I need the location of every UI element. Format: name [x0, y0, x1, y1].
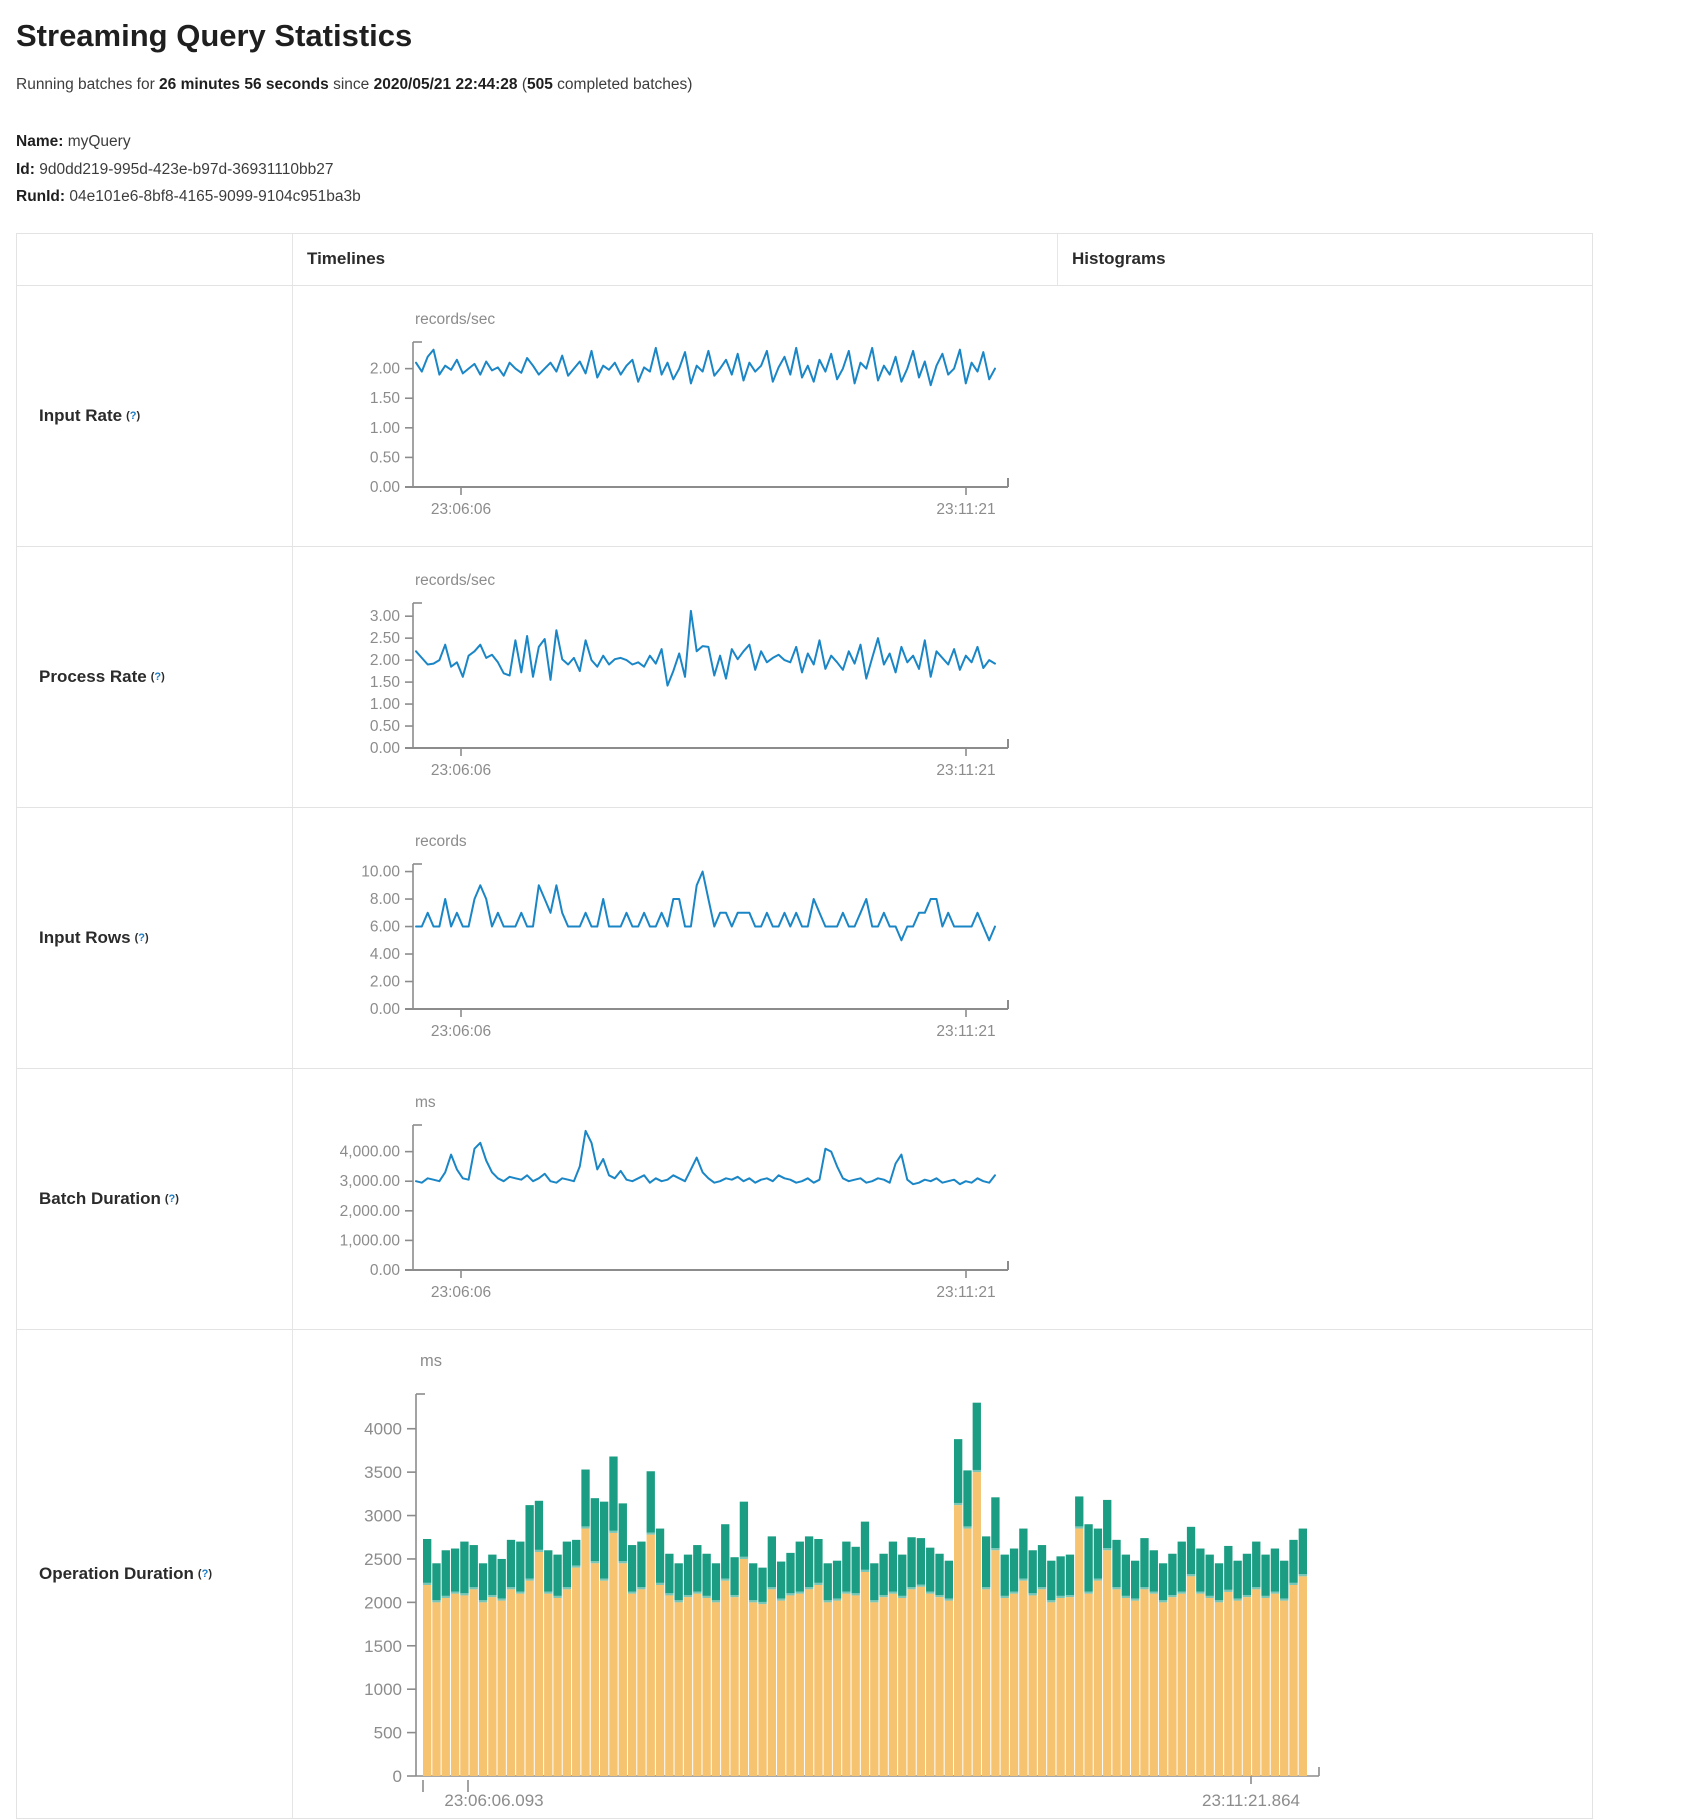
svg-text:3500: 3500 [364, 1463, 402, 1482]
query-id-label: Id: [16, 160, 35, 178]
summary-open-paren: ( [517, 76, 527, 93]
svg-text:4,000.00: 4,000.00 [340, 1143, 401, 1160]
svg-text:0.00: 0.00 [370, 740, 401, 757]
query-runid-row: RunId: 04e101e6-8bf8-4165-9099-9104c951b… [16, 183, 1677, 211]
svg-text:23:11:21: 23:11:21 [936, 762, 995, 779]
query-metadata: Name: myQuery Id: 9d0dd219-995d-423e-b97… [16, 128, 1677, 211]
svg-text:2.00: 2.00 [370, 360, 401, 377]
svg-text:23:06:06: 23:06:06 [431, 1284, 491, 1301]
page-title: Streaming Query Statistics [16, 18, 413, 53]
query-id-value: 9d0dd219-995d-423e-b97d-36931110bb27 [39, 160, 334, 178]
svg-text:6.00: 6.00 [370, 918, 401, 935]
operation-duration-chart-cell: ms 4000 3500 3000 2500 2000 1500 1000 500 0 23:06:… [293, 1330, 1693, 1818]
input-rate-row: Input Rate (?) records/sec 2.00 1.50 1.00 0.… [17, 285, 1592, 547]
svg-text:1.00: 1.00 [370, 419, 401, 436]
svg-text:3.00: 3.00 [370, 608, 401, 625]
query-runid-label: RunId: [16, 188, 66, 205]
query-runid-value: 04e101e6-8bf8-4165-9099-9104c951ba3b [69, 188, 361, 205]
operation-duration-stacked-chart: ms 4000 3500 3000 2500 2000 1500 1000 500 0 23:06:… [293, 1336, 1693, 1818]
svg-text:0.00: 0.00 [370, 479, 401, 496]
svg-text:1.50: 1.50 [370, 390, 401, 407]
svg-text:ms: ms [420, 1352, 442, 1370]
metric-label-text: Operation Duration [39, 1563, 194, 1583]
input-rows-timeline-chart: records 10.00 8.00 6.00 4.00 2.00 0.00 23:06:06… [293, 808, 1693, 1068]
svg-text:23:06:06: 23:06:06 [431, 501, 491, 518]
svg-text:1,000.00: 1,000.00 [340, 1232, 401, 1249]
batch-duration-help-icon[interactable]: (?) [164, 1192, 179, 1205]
svg-text:0.00: 0.00 [370, 1262, 401, 1279]
svg-text:0.00: 0.00 [370, 1001, 401, 1018]
svg-text:23:11:21: 23:11:21 [936, 1284, 995, 1301]
svg-text:23:11:21: 23:11:21 [936, 1023, 995, 1040]
running-batches-summary: Running batches for 26 minutes 56 second… [16, 76, 1677, 94]
batch-duration-label: Batch Duration (?) [17, 1068, 293, 1329]
metric-label-text: Input Rate [39, 405, 123, 425]
input-rate-help-icon[interactable]: (?) [126, 409, 141, 422]
query-name-label: Name: [16, 133, 64, 150]
svg-text:23:11:21.864: 23:11:21.864 [1202, 1791, 1300, 1810]
svg-text:23:11:21: 23:11:21 [936, 501, 995, 518]
svg-text:2.00: 2.00 [370, 973, 401, 990]
svg-text:1.50: 1.50 [370, 674, 401, 691]
start-timestamp: 2020/05/21 22:44:28 [373, 76, 518, 93]
query-name-value: myQuery [67, 133, 131, 150]
batch-duration-timeline-chart: ms 4,000.00 3,000.00 2,000.00 1,000.00 0.00 23… [293, 1069, 1693, 1329]
svg-text:1500: 1500 [364, 1636, 402, 1655]
input-rate-label: Input Rate (?) [17, 285, 293, 546]
query-name-row: Name: myQuery [16, 128, 1677, 156]
svg-text:records/sec: records/sec [415, 311, 495, 328]
svg-text:10.00: 10.00 [361, 863, 400, 880]
svg-text:0.50: 0.50 [370, 718, 401, 735]
metric-label-text: Process Rate [39, 666, 147, 686]
svg-text:ms: ms [415, 1094, 436, 1111]
histograms-column-header: Histograms [1072, 249, 1166, 268]
svg-text:23:06:06: 23:06:06 [431, 1023, 491, 1040]
svg-text:0.50: 0.50 [370, 449, 401, 466]
summary-mid: since [328, 76, 374, 93]
svg-text:2000: 2000 [364, 1593, 402, 1612]
completed-batches-count: 505 [526, 76, 553, 93]
operation-duration-label: Operation Duration (?) [17, 1329, 293, 1818]
process-rate-row: Process Rate (?) records/sec 3.00 2.50 2.00… [17, 546, 1592, 808]
svg-text:records: records [415, 833, 467, 850]
svg-text:23:06:06.093: 23:06:06.093 [444, 1791, 543, 1810]
process-rate-help-icon[interactable]: (?) [150, 670, 165, 683]
timelines-column-header: Timelines [293, 233, 1058, 285]
running-duration: 26 minutes 56 seconds [159, 76, 329, 93]
svg-text:4.00: 4.00 [370, 946, 401, 963]
svg-text:3,000.00: 3,000.00 [340, 1173, 401, 1190]
svg-text:500: 500 [374, 1723, 402, 1742]
summary-prefix: Running batches for [16, 76, 160, 93]
svg-text:records/sec: records/sec [415, 572, 495, 589]
svg-text:2,000.00: 2,000.00 [340, 1202, 401, 1219]
summary-suffix: completed batches) [552, 76, 693, 93]
svg-text:0: 0 [393, 1767, 402, 1786]
svg-text:1.00: 1.00 [370, 696, 401, 713]
svg-text:4000: 4000 [364, 1419, 402, 1438]
batch-duration-row: Batch Duration (?) ms 4,000.00 3,000.00 2,0… [17, 1068, 1592, 1330]
svg-text:1000: 1000 [364, 1680, 402, 1699]
svg-text:3000: 3000 [364, 1506, 402, 1525]
svg-text:2.00: 2.00 [370, 652, 401, 669]
metric-label-text: Input Rows [39, 927, 131, 947]
process-rate-timeline-chart: records/sec 3.00 2.50 2.00 1.50 1.00 0.50 0.00 2… [293, 547, 1693, 807]
input-rate-timeline-chart: records/sec 2.00 1.50 1.00 0.50 0.00 23:06:06 2… [293, 286, 1693, 546]
process-rate-label: Process Rate (?) [17, 546, 293, 807]
table-header-row: Timelines Histograms [17, 233, 1592, 286]
input-rows-row: Input Rows (?) records 10.00 8.00 6.00 4.00 2… [17, 807, 1592, 1069]
input-rows-help-icon[interactable]: (?) [134, 931, 149, 944]
empty-header-cell [17, 233, 293, 285]
svg-text:2500: 2500 [364, 1549, 402, 1568]
statistics-table: Timelines Histograms Input Rate (?) reco… [16, 232, 1593, 1819]
svg-text:23:06:06: 23:06:06 [431, 762, 491, 779]
svg-text:2.50: 2.50 [370, 630, 401, 647]
metric-label-text: Batch Duration [39, 1188, 161, 1208]
svg-text:8.00: 8.00 [370, 891, 401, 908]
operation-duration-row: Operation Duration (?) ms 4000 3500 3000 250… [17, 1329, 1592, 1818]
query-id-row: Id: 9d0dd219-995d-423e-b97d-36931110bb27 [16, 156, 1677, 184]
operation-duration-help-icon[interactable]: (?) [197, 1567, 212, 1580]
input-rows-label: Input Rows (?) [17, 807, 293, 1068]
